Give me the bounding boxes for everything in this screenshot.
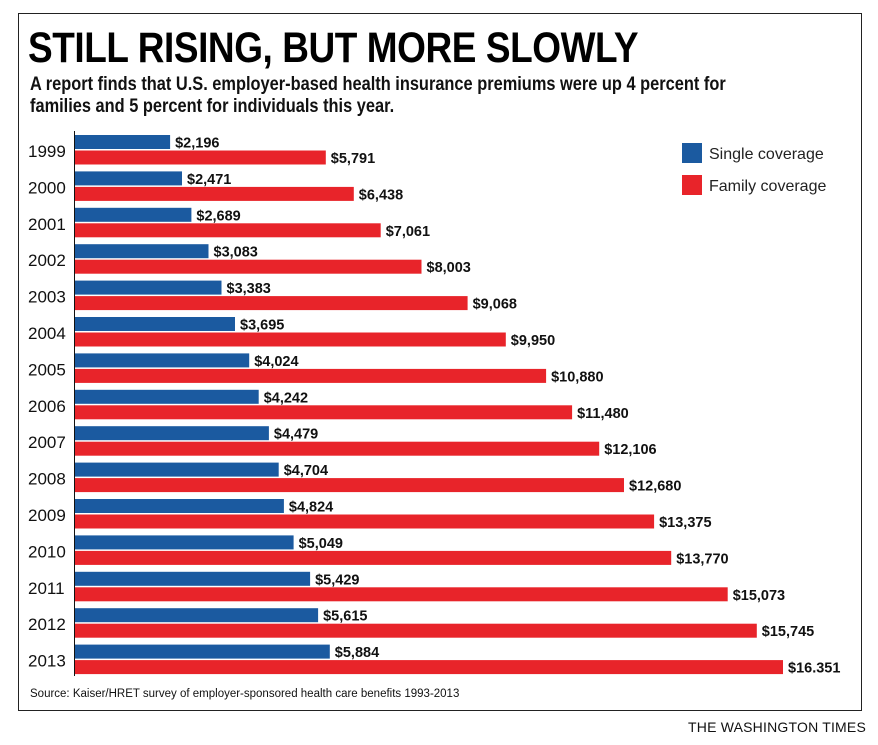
- single-coverage-bar: [75, 499, 284, 513]
- single-value-label: $4,824: [289, 500, 333, 516]
- single-coverage-bar: [75, 462, 279, 477]
- family-value-label: $16.351: [788, 661, 840, 677]
- year-label: 2013: [28, 652, 66, 671]
- legend-swatch-single: [682, 143, 702, 163]
- family-value-label: $12,106: [604, 442, 656, 458]
- year-label: 1999: [28, 142, 66, 161]
- single-coverage-bar: [75, 644, 330, 659]
- family-coverage-bar: [75, 623, 757, 638]
- single-coverage-bar: [75, 608, 319, 623]
- year-label: 2006: [28, 397, 66, 416]
- family-coverage-bar: [75, 332, 506, 347]
- single-coverage-bar: [75, 280, 222, 295]
- single-value-label: $5,049: [299, 536, 343, 552]
- single-value-label: $4,479: [274, 427, 318, 443]
- single-coverage-bar: [75, 353, 250, 368]
- year-label: 2000: [28, 178, 66, 197]
- chart-subtitle: A report finds that U.S. employer-based …: [30, 73, 726, 117]
- single-value-label: $3,383: [227, 281, 271, 297]
- family-value-label: $8,003: [427, 260, 471, 276]
- family-coverage-bar: [75, 550, 672, 565]
- year-label: 2012: [28, 615, 66, 634]
- family-value-label: $12,680: [629, 479, 681, 495]
- year-label: 2007: [28, 433, 66, 452]
- chart-frame: [18, 13, 862, 711]
- single-value-label: $2,196: [175, 136, 219, 152]
- single-coverage-bar: [75, 426, 269, 441]
- year-label: 2004: [28, 324, 66, 343]
- family-value-label: $7,061: [386, 224, 430, 240]
- family-coverage-bar: [75, 587, 728, 602]
- year-label: 2003: [28, 288, 66, 307]
- year-label: 2009: [28, 506, 66, 525]
- family-value-label: $15,745: [762, 624, 814, 640]
- year-label: 2010: [28, 542, 66, 561]
- single-value-label: $5,429: [315, 572, 359, 588]
- family-value-label: $9,950: [511, 333, 555, 349]
- year-label: 2005: [28, 360, 66, 379]
- family-coverage-bar: [75, 259, 422, 274]
- family-coverage-bar: [75, 368, 547, 383]
- single-value-label: $3,083: [214, 245, 258, 261]
- family-value-label: $11,480: [577, 406, 629, 422]
- publisher-credit: THE WASHINGTON TIMES: [688, 719, 866, 735]
- legend: Single coverage Family coverage: [682, 143, 826, 195]
- family-value-label: $13,770: [676, 551, 728, 567]
- family-coverage-bar: [75, 660, 783, 675]
- single-value-label: $4,704: [284, 463, 328, 479]
- single-coverage-bar: [75, 317, 235, 331]
- single-coverage-bar: [75, 535, 294, 550]
- single-value-label: $4,024: [254, 354, 298, 370]
- single-value-label: $2,471: [187, 172, 231, 188]
- family-coverage-bar: [75, 150, 326, 165]
- family-coverage-bar: [75, 405, 573, 420]
- family-coverage-bar: [75, 514, 655, 529]
- family-coverage-bar: [75, 441, 600, 456]
- chart-title: STILL RISING, BUT MORE SLOWLY: [28, 24, 639, 72]
- single-coverage-bar: [75, 135, 171, 149]
- single-coverage-bar: [75, 389, 259, 404]
- family-value-label: $13,375: [659, 515, 711, 531]
- family-coverage-bar: [75, 296, 468, 311]
- single-value-label: $4,242: [264, 390, 308, 406]
- single-coverage-bar: [75, 171, 182, 186]
- legend-label-family: Family coverage: [709, 178, 826, 195]
- year-label: 2011: [28, 579, 65, 598]
- family-coverage-bar: [75, 186, 354, 201]
- single-value-label: $3,695: [240, 318, 284, 334]
- single-value-label: $2,689: [196, 208, 240, 224]
- family-value-label: $5,791: [331, 151, 375, 167]
- single-value-label: $5,884: [335, 645, 379, 661]
- family-value-label: $6,438: [359, 187, 403, 203]
- family-value-label: $15,073: [733, 588, 785, 604]
- single-coverage-bar: [75, 571, 311, 586]
- family-coverage-bar: [75, 223, 381, 238]
- bars-group: 1999 $2,196 $5,791 2000 $2,471 $6,438 2001 $2,6…: [28, 135, 840, 677]
- family-value-label: $10,880: [551, 369, 603, 385]
- single-coverage-bar: [75, 244, 209, 259]
- source-note: Source: Kaiser/HRET survey of employer-s…: [30, 688, 460, 700]
- year-label: 2008: [28, 470, 66, 489]
- legend-label-single: Single coverage: [709, 146, 824, 163]
- single-coverage-bar: [75, 207, 192, 222]
- legend-swatch-family: [682, 175, 702, 195]
- single-value-label: $5,615: [323, 609, 367, 625]
- year-label: 2001: [28, 215, 66, 234]
- family-value-label: $9,068: [473, 297, 517, 313]
- year-label: 2002: [28, 251, 66, 270]
- family-coverage-bar: [75, 478, 624, 493]
